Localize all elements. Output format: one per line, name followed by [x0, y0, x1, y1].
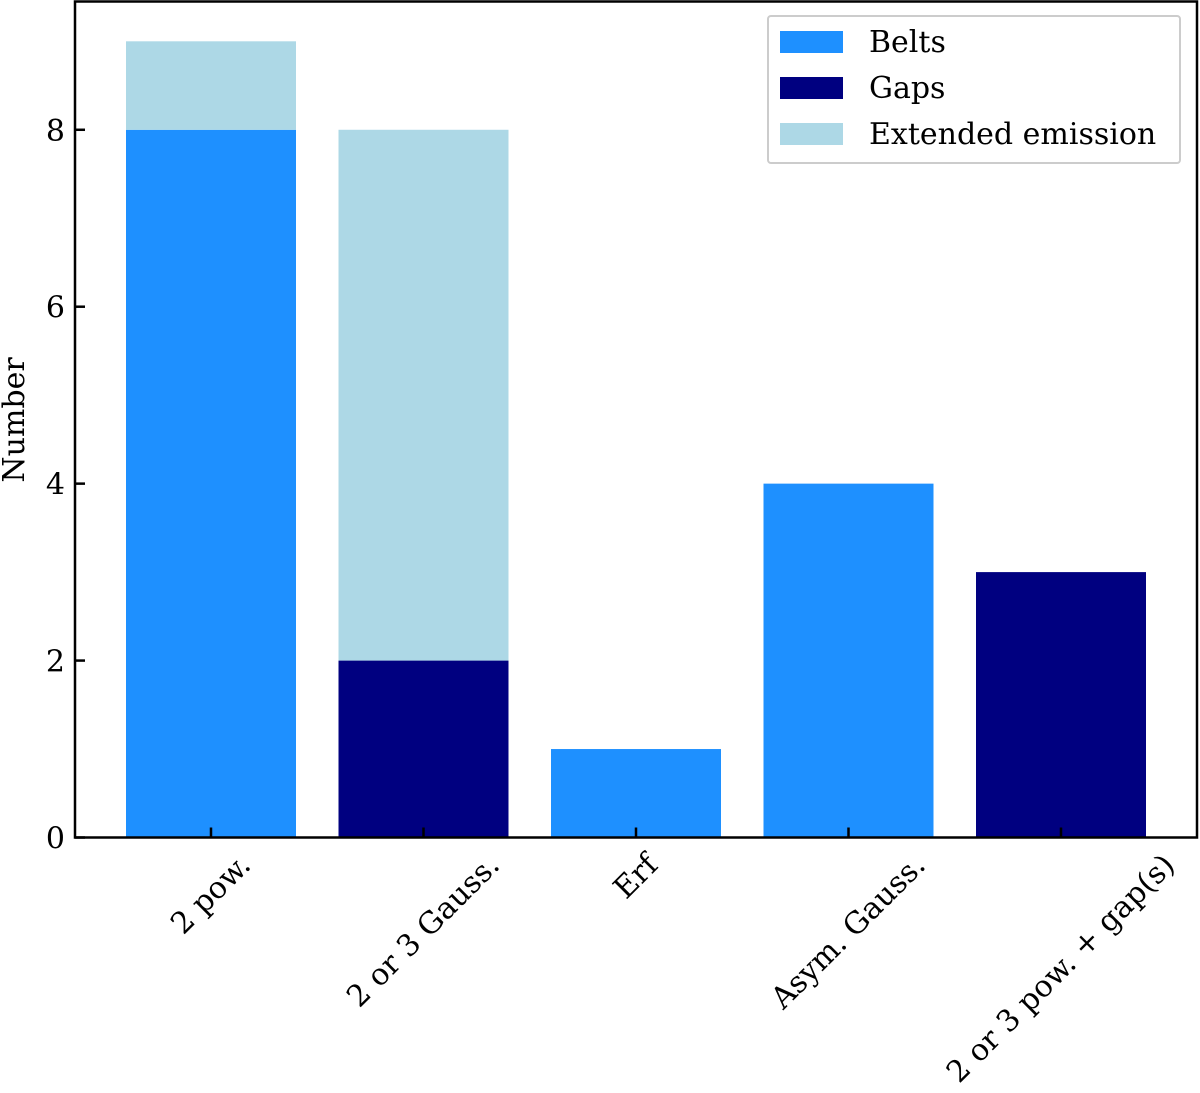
legend-swatch-1	[780, 77, 843, 99]
bar-belts-2	[551, 749, 721, 838]
x-tick-label: 2 pow.	[164, 848, 258, 942]
x-tick-label: 2 or 3 Gauss.	[340, 848, 507, 1015]
bar-belts-0	[126, 129, 296, 838]
bar-gaps-1	[338, 660, 509, 838]
x-ticks: 2 pow. 2 or 3 Gauss. Erf Asym. Gauss. 2 or 3…	[164, 827, 1182, 1090]
y-tick-label: 6	[46, 291, 65, 326]
legend-label-1: Gaps	[869, 71, 945, 106]
x-tick-label: 2 or 3 pow. + gap(s)	[940, 848, 1182, 1090]
x-tick-label: Erf	[607, 846, 667, 906]
y-tick-label: 2	[46, 645, 65, 680]
y-ticks: 0 2 4 6 8	[46, 114, 85, 857]
y-tick-label: 8	[46, 114, 65, 149]
y-tick-label: 0	[46, 822, 65, 857]
bar-belts-3	[763, 483, 934, 838]
bars-group	[126, 41, 1146, 838]
legend-frame	[767, 15, 1181, 164]
legend-label-2: Extended emission	[869, 117, 1156, 152]
bar-extended-emission-0	[126, 41, 296, 130]
legend: Belts Gaps Extended emission	[767, 15, 1181, 164]
legend-swatch-0	[780, 31, 843, 53]
bar-gaps-4	[976, 572, 1146, 838]
x-tick-label: Asym. Gauss.	[764, 848, 933, 1017]
legend-label-0: Belts	[869, 25, 946, 60]
y-axis-label: Number	[0, 357, 32, 483]
legend-swatch-2	[780, 123, 843, 145]
y-tick-label: 4	[46, 468, 65, 503]
bar-extended-emission-1	[338, 129, 509, 661]
